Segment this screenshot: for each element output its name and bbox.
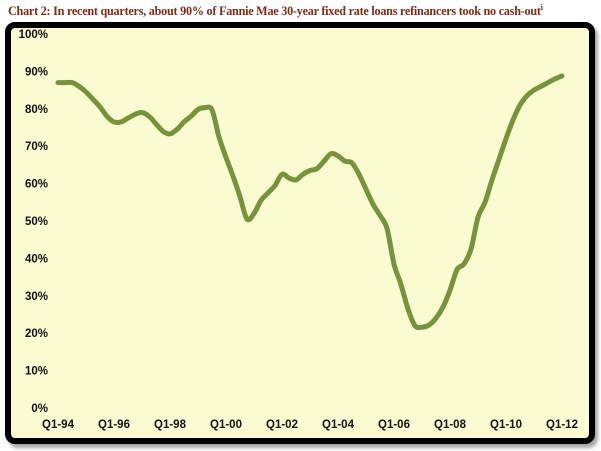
x-axis-tick-label: Q1-96	[98, 419, 130, 431]
x-axis-tick-label: Q1-98	[154, 419, 187, 431]
y-axis-tick-label: 50%	[25, 216, 48, 228]
x-axis-tick-label: Q1-10	[490, 419, 522, 431]
y-axis-tick-label: 70%	[25, 141, 48, 153]
chart-title: Chart 2: In recent quarters, about 90% o…	[8, 2, 543, 19]
y-axis-tick-label: 100%	[19, 29, 48, 41]
y-axis-tick-label: 90%	[25, 66, 48, 78]
chart-title-text: Chart 2: In recent quarters, about 90% o…	[8, 4, 541, 18]
x-axis-tick-label: Q1-12	[546, 419, 578, 431]
x-axis-tick-label: Q1-94	[42, 419, 75, 431]
x-axis-tick-label: Q1-02	[266, 419, 298, 431]
y-axis-tick-label: 80%	[25, 104, 48, 116]
chart-title-endnote-marker: i	[540, 2, 543, 12]
chart-frame	[5, 22, 595, 444]
y-axis-tick-label: 20%	[25, 328, 48, 340]
x-axis-tick-label: Q1-00	[210, 419, 242, 431]
x-axis-tick-label: Q1-08	[434, 419, 467, 431]
x-axis-tick-label: Q1-04	[322, 419, 355, 431]
y-axis-tick-label: 40%	[25, 253, 48, 265]
y-axis-tick-label: 10%	[25, 366, 48, 378]
y-axis-tick-label: 30%	[25, 291, 48, 303]
y-axis-tick-label: 0%	[31, 403, 48, 415]
no-cash-out-share-line	[55, 73, 565, 331]
y-axis-tick-label: 60%	[25, 179, 48, 191]
x-axis-tick-label: Q1-06	[378, 419, 410, 431]
